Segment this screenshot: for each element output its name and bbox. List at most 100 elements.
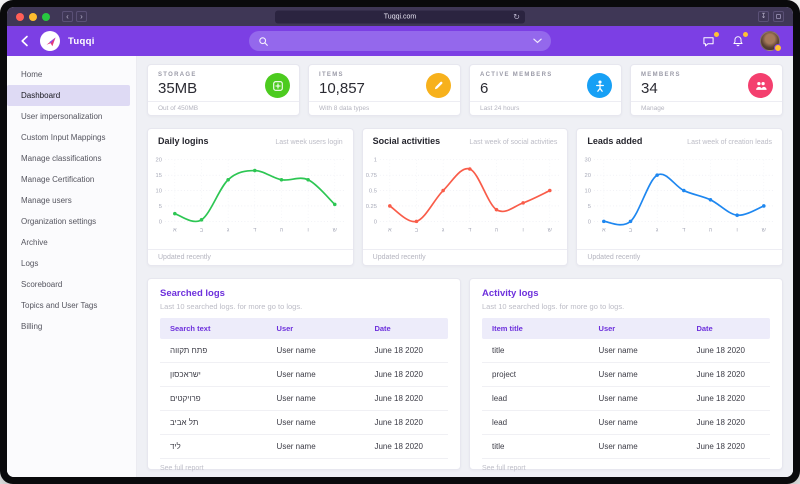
table-row[interactable]: lead User name June 18 2020 <box>482 411 770 435</box>
svg-text:20: 20 <box>585 173 591 179</box>
table-header: Search text User Date <box>160 318 448 339</box>
stat-footer: With 8 data types <box>309 101 460 116</box>
user-avatar[interactable] <box>760 31 782 52</box>
sidebar-item-logs[interactable]: Logs <box>21 259 39 268</box>
app-back-button[interactable] <box>20 35 32 47</box>
social-activities-card: Social activities Last week of social ac… <box>361 128 569 266</box>
cell-search-text: ישראכסון <box>170 370 201 379</box>
zoom-window-button[interactable] <box>42 12 50 21</box>
url-text: Tuqqi.com <box>383 13 417 20</box>
sidebar-item-billing[interactable]: Billing <box>21 322 43 331</box>
table-row[interactable]: ליד User name June 18 2020 <box>160 435 448 459</box>
sidebar-item-archive[interactable]: Archive <box>21 238 48 247</box>
chart-updated-text: Updated recently <box>362 249 568 265</box>
cell-search-text: פתח תקווה <box>170 346 208 355</box>
cell-item-title: title <box>492 442 505 451</box>
chat-button[interactable] <box>701 31 719 49</box>
notifications-button[interactable] <box>731 31 748 49</box>
sidebar-item-manage-classifications[interactable]: Manage classifications <box>21 154 102 163</box>
chart-title: Social activities <box>372 136 441 146</box>
svg-text:ו: ו <box>737 227 739 233</box>
svg-text:0: 0 <box>588 219 591 225</box>
close-window-button[interactable] <box>16 12 24 21</box>
sidebar-item-custom-input-mappings[interactable]: Custom Input Mappings <box>21 133 106 142</box>
column-header-date[interactable]: Date <box>696 324 713 333</box>
see-full-report-link[interactable]: See full report <box>160 465 204 472</box>
chart-updated-text: Updated recently <box>577 249 782 265</box>
daily-logins-card: Daily logins Last week users login 20 15 1… <box>147 128 354 266</box>
sidebar-item-scoreboard[interactable]: Scoreboard <box>21 280 63 289</box>
tables-row: Searched logs Last 10 searched logs. for… <box>147 278 783 472</box>
cell-user: User name <box>598 418 638 427</box>
sidebar-item-topics-and-user-tags[interactable]: Topics and User Tags <box>21 301 98 310</box>
storage-icon[interactable] <box>265 73 290 98</box>
stats-row: STORAGE 35MB Out of 450MB <box>147 64 783 116</box>
table-row[interactable]: title User name June 18 2020 <box>482 339 770 363</box>
tuqqi-logo[interactable] <box>40 31 60 51</box>
stat-label: STORAGE <box>158 72 197 78</box>
search-input[interactable] <box>275 35 533 47</box>
column-header-date[interactable]: Date <box>374 324 391 333</box>
svg-text:ו: ו <box>307 227 308 233</box>
table-row[interactable]: תל אביב User name June 18 2020 <box>160 411 448 435</box>
cell-item-title: lead <box>492 418 508 427</box>
stat-label: MEMBERS <box>641 72 681 78</box>
stat-card-active-members: ACTIVE MEMBERS 6 Last 24 hours <box>469 64 622 116</box>
svg-text:1: 1 <box>373 158 376 164</box>
reload-icon[interactable]: ↻ <box>513 12 520 21</box>
stat-footer: Manage <box>631 101 782 116</box>
cell-date: June 18 2020 <box>696 418 745 427</box>
svg-text:ה: ה <box>494 227 498 233</box>
address-bar[interactable]: Tuqqi.com ↻ <box>275 10 525 23</box>
browser-forward-button[interactable]: › <box>76 11 87 22</box>
download-icon[interactable]: ↧ <box>758 11 769 22</box>
sidebar-item-dashboard[interactable]: Dashboard <box>7 85 130 106</box>
sidebar-item-manage-users[interactable]: Manage users <box>21 196 72 205</box>
column-header-user[interactable]: User <box>276 324 294 333</box>
dashboard-main: STORAGE 35MB Out of 450MB <box>137 56 793 477</box>
svg-text:0: 0 <box>373 219 376 225</box>
cell-date: June 18 2020 <box>374 418 423 427</box>
svg-text:ה: ה <box>280 227 284 233</box>
table-row[interactable]: פתח תקווה User name June 18 2020 <box>160 339 448 363</box>
sidebar-item-organization-settings[interactable]: Organization settings <box>21 217 97 226</box>
svg-text:ג: ג <box>656 227 659 233</box>
tabs-overview-icon[interactable] <box>773 11 784 22</box>
column-header-item-title[interactable]: Item title <box>492 324 523 333</box>
column-header-user[interactable]: User <box>598 324 616 333</box>
cell-date: June 18 2020 <box>696 370 745 379</box>
charts-row: Daily logins Last week users login 20 15 1… <box>147 128 783 266</box>
table-header: Item title User Date <box>482 318 770 339</box>
minimize-window-button[interactable] <box>29 12 37 21</box>
pencil-icon[interactable] <box>426 73 451 98</box>
chat-badge <box>714 31 719 37</box>
table-row[interactable]: title User name June 18 2020 <box>482 435 770 459</box>
person-icon[interactable] <box>587 73 612 98</box>
sidebar-item-home[interactable]: Home <box>21 70 43 79</box>
table-subtitle: Last 10 searched logs. for more go to lo… <box>160 302 303 311</box>
table-row[interactable]: project User name June 18 2020 <box>482 363 770 387</box>
column-header-search-text[interactable]: Search text <box>170 324 211 333</box>
table-row[interactable]: פרויקטים User name June 18 2020 <box>160 387 448 411</box>
sidebar-item-user-impersonalization[interactable]: User impersonalization <box>21 112 103 121</box>
group-icon[interactable] <box>748 73 773 98</box>
sidebar: Home Dashboard User impersonalization Cu… <box>7 56 137 477</box>
chevron-down-icon[interactable] <box>533 38 542 44</box>
cell-user: User name <box>276 346 316 355</box>
social-activities-chart: 1 0.75 0.5 0.25 0 א ב ג ד ה ו ש <box>365 158 560 233</box>
see-full-report-link[interactable]: See full report <box>482 465 526 472</box>
search-bar[interactable] <box>249 31 551 51</box>
stat-card-storage: STORAGE 35MB Out of 450MB <box>147 64 300 116</box>
cell-date: June 18 2020 <box>696 442 745 451</box>
svg-text:ה: ה <box>709 227 713 233</box>
table-row[interactable]: lead User name June 18 2020 <box>482 387 770 411</box>
svg-text:0.5: 0.5 <box>369 189 377 195</box>
stat-label: ACTIVE MEMBERS <box>480 72 553 78</box>
chart-subtitle: Last week users login <box>275 139 343 146</box>
table-subtitle: Last 10 searched logs. for more go to lo… <box>482 302 625 311</box>
sidebar-item-manage-certification[interactable]: Manage Certification <box>21 175 95 184</box>
svg-text:ש: ש <box>333 227 337 233</box>
table-title: Activity logs <box>482 288 539 299</box>
table-row[interactable]: ישראכסון User name June 18 2020 <box>160 363 448 387</box>
browser-back-button[interactable]: ‹ <box>62 11 73 22</box>
